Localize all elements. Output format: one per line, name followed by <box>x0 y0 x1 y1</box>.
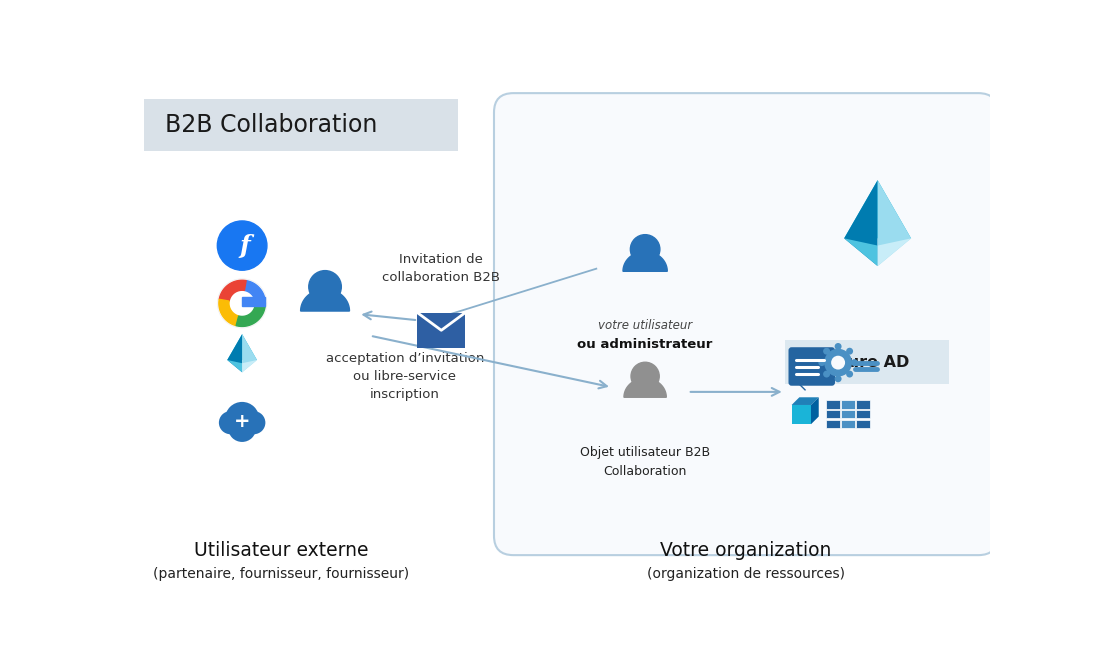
Polygon shape <box>219 280 246 301</box>
FancyBboxPatch shape <box>842 410 855 418</box>
Polygon shape <box>844 180 878 266</box>
Polygon shape <box>228 334 242 372</box>
Circle shape <box>218 279 267 328</box>
Circle shape <box>835 376 842 382</box>
FancyBboxPatch shape <box>842 400 855 409</box>
Polygon shape <box>792 398 818 405</box>
Text: Utilisateur externe: Utilisateur externe <box>194 541 368 560</box>
Circle shape <box>228 414 256 442</box>
Text: +: + <box>234 412 251 432</box>
Polygon shape <box>844 180 911 238</box>
FancyBboxPatch shape <box>784 340 949 384</box>
Polygon shape <box>623 251 668 271</box>
Circle shape <box>818 359 825 366</box>
Polygon shape <box>844 238 878 266</box>
Text: Collaboration: Collaboration <box>604 465 686 478</box>
Text: (partenaire, fournisseur, fournisseur): (partenaire, fournisseur, fournisseur) <box>153 567 409 581</box>
Circle shape <box>835 343 842 350</box>
FancyBboxPatch shape <box>417 313 465 348</box>
Polygon shape <box>798 383 805 390</box>
FancyBboxPatch shape <box>826 400 840 409</box>
Circle shape <box>832 356 845 370</box>
Polygon shape <box>242 334 257 372</box>
Text: ou administrateur: ou administrateur <box>578 338 713 351</box>
Circle shape <box>309 271 341 303</box>
Circle shape <box>242 411 265 434</box>
Text: B2B Collaboration: B2B Collaboration <box>165 113 377 137</box>
Text: Azure AD: Azure AD <box>826 355 910 370</box>
Polygon shape <box>624 378 667 398</box>
FancyBboxPatch shape <box>857 420 870 428</box>
Text: Objet utilisateur B2B: Objet utilisateur B2B <box>580 446 711 459</box>
Circle shape <box>823 371 830 378</box>
Circle shape <box>823 348 830 355</box>
Circle shape <box>218 221 267 270</box>
Polygon shape <box>219 299 239 325</box>
Circle shape <box>630 235 660 264</box>
Text: votre utilisateur: votre utilisateur <box>598 319 692 331</box>
Text: acceptation d’invitation
ou libre-service
inscription: acceptation d’invitation ou libre-servic… <box>326 352 484 401</box>
Circle shape <box>226 402 260 436</box>
Circle shape <box>846 371 854 378</box>
FancyBboxPatch shape <box>857 400 870 409</box>
FancyBboxPatch shape <box>826 420 840 428</box>
Polygon shape <box>228 334 257 360</box>
FancyBboxPatch shape <box>857 410 870 418</box>
FancyBboxPatch shape <box>842 420 855 428</box>
FancyBboxPatch shape <box>789 348 835 386</box>
Polygon shape <box>236 303 265 326</box>
Circle shape <box>824 349 852 376</box>
Polygon shape <box>300 289 350 311</box>
Polygon shape <box>792 405 811 424</box>
Text: Votre organization: Votre organization <box>660 541 832 560</box>
Circle shape <box>631 362 659 390</box>
Text: f: f <box>239 233 250 257</box>
Circle shape <box>851 359 858 366</box>
Circle shape <box>219 411 242 434</box>
Text: (organization de ressources): (organization de ressources) <box>647 567 845 581</box>
Polygon shape <box>811 398 818 424</box>
FancyBboxPatch shape <box>826 410 840 418</box>
FancyBboxPatch shape <box>144 99 458 151</box>
Polygon shape <box>878 238 911 266</box>
Circle shape <box>846 348 854 355</box>
Polygon shape <box>228 360 242 372</box>
FancyBboxPatch shape <box>494 93 998 555</box>
Polygon shape <box>244 281 265 303</box>
Text: Invitation de
collaboration B2B: Invitation de collaboration B2B <box>383 253 500 284</box>
Polygon shape <box>878 180 911 266</box>
Polygon shape <box>242 360 257 372</box>
Polygon shape <box>242 297 265 306</box>
